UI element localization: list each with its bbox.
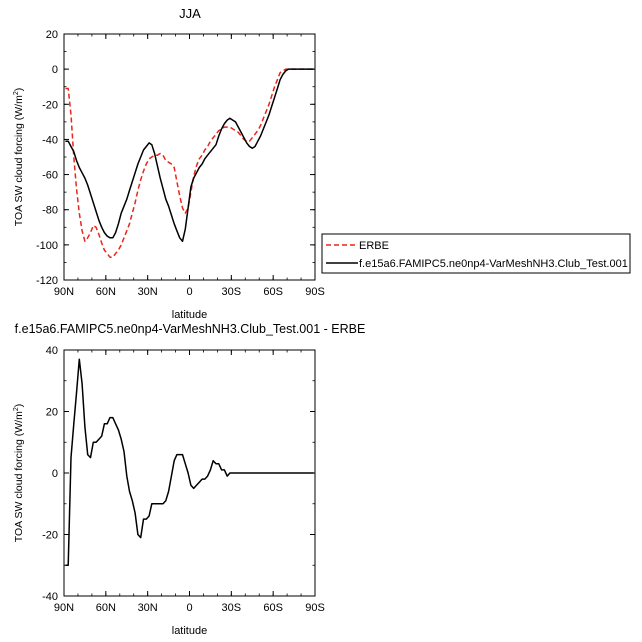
x-tick-label: 90S xyxy=(305,602,325,614)
x-tick-label: 0 xyxy=(186,286,192,298)
x-axis-label: latitude xyxy=(172,309,207,321)
y-axis-label: TOA SW cloud forcing (W/m2) xyxy=(13,88,25,227)
y-tick-label: -120 xyxy=(36,275,58,287)
series-line-1 xyxy=(65,358,314,567)
y-tick-label: 40 xyxy=(46,345,58,357)
y-axis-label-superscript: 2 xyxy=(13,407,20,411)
x-tick-label: 30N xyxy=(138,286,158,298)
series-line-2 xyxy=(65,68,314,243)
legend-label-2: f.e15a6.FAMIPC5.ne0np4-VarMeshNH3.Club_T… xyxy=(359,258,628,270)
chart-title: JJA xyxy=(179,6,201,21)
legend-label-1: ERBE xyxy=(359,240,389,252)
y-axis-label-superscript: 2 xyxy=(13,91,20,95)
y-axis-label-close: ) xyxy=(13,404,25,408)
y-axis-label-text: TOA SW cloud forcing (W/m xyxy=(13,411,25,542)
x-tick-label: 60N xyxy=(96,286,116,298)
y-tick-label: -60 xyxy=(42,170,58,182)
y-tick-label: -40 xyxy=(42,134,58,146)
x-tick-label: 90S xyxy=(305,286,325,298)
y-tick-label: -100 xyxy=(36,240,58,252)
x-tick-label: 0 xyxy=(186,602,192,614)
x-tick-label: 90N xyxy=(54,286,74,298)
y-tick-label: -40 xyxy=(42,591,58,603)
y-tick-label: 20 xyxy=(46,29,58,41)
y-axis-label: TOA SW cloud forcing (W/m2) xyxy=(13,404,25,543)
y-tick-label: 20 xyxy=(46,407,58,419)
x-tick-label: 60S xyxy=(263,286,283,298)
x-axis-label: latitude xyxy=(172,625,207,637)
x-tick-label: 30S xyxy=(222,602,242,614)
y-axis-label-text: TOA SW cloud forcing (W/m xyxy=(13,95,25,226)
y-tick-label: -80 xyxy=(42,205,58,217)
x-tick-label: 60N xyxy=(96,602,116,614)
y-axis-label-close: ) xyxy=(13,88,25,92)
x-tick-label: 30N xyxy=(138,602,158,614)
legend: ERBE f.e15a6.FAMIPC5.ne0np4-VarMeshNH3.Cl… xyxy=(321,233,631,274)
chart-panel-1: JJA 90N 60N 30N 0 30S 60S 90S 20 0 -20 -40 -60 -80 -10… xyxy=(13,6,631,321)
x-tick-label: 60S xyxy=(263,602,283,614)
y-tick-label: 0 xyxy=(52,64,58,76)
chart-title: f.e15a6.FAMIPC5.ne0np4-VarMeshNH3.Club_T… xyxy=(15,322,366,336)
x-tick-label: 30S xyxy=(222,286,242,298)
x-tick-label: 90N xyxy=(54,602,74,614)
chart-panel-2: f.e15a6.FAMIPC5.ne0np4-VarMeshNH3.Club_T… xyxy=(13,322,365,637)
y-tick-label: 0 xyxy=(52,468,58,480)
y-tick-label: -20 xyxy=(42,99,58,111)
y-tick-label: -20 xyxy=(42,530,58,542)
legend-box xyxy=(321,233,631,274)
